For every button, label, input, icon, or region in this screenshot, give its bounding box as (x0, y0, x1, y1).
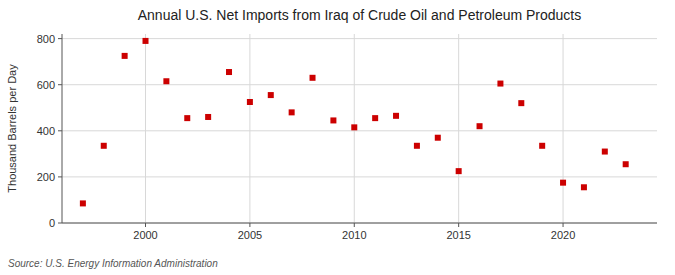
x-tick-label: 2020 (551, 229, 575, 241)
y-grid-line (62, 223, 657, 224)
point (80, 200, 86, 206)
points (80, 38, 629, 206)
point (163, 78, 169, 84)
x-tick (145, 223, 146, 227)
point (330, 117, 336, 123)
y-axis-line (62, 34, 63, 223)
y-tick-label: 400 (37, 125, 55, 137)
y-grid-line (62, 84, 657, 85)
y-tick-label: 600 (37, 79, 55, 91)
x-tick-label: 2010 (342, 229, 366, 241)
x-axis-line (62, 223, 657, 224)
point (205, 114, 211, 120)
point (456, 168, 462, 174)
x-tick-label: 2000 (133, 229, 157, 241)
y-tick (58, 38, 62, 39)
x-grid-line (145, 34, 146, 223)
point (581, 184, 587, 190)
point (289, 109, 295, 115)
point (268, 92, 274, 98)
point (602, 149, 608, 155)
x-tick (354, 223, 355, 227)
title: Annual U.S. Net Imports from Iraq of Cru… (138, 7, 582, 23)
point (623, 161, 629, 167)
point (477, 123, 483, 129)
x-grid-line (563, 34, 564, 223)
x-tick (249, 223, 250, 227)
point (539, 143, 545, 149)
x-grid-line (249, 34, 250, 223)
y-tick (58, 130, 62, 131)
grid (62, 34, 657, 223)
point (414, 143, 420, 149)
y-tick (58, 176, 62, 177)
point (122, 53, 128, 59)
y-tick-label: 800 (37, 33, 55, 45)
point (372, 115, 378, 121)
point (247, 99, 253, 105)
y-grid-line (62, 38, 657, 39)
y-tick (58, 223, 62, 224)
point (435, 135, 441, 141)
point (101, 143, 107, 149)
x-tick (563, 223, 564, 227)
point (393, 113, 399, 119)
x-grid-line (458, 34, 459, 223)
point (497, 81, 503, 87)
y-tick (58, 84, 62, 85)
y-tick-label: 200 (37, 171, 55, 183)
y-grid-line (62, 130, 657, 131)
chart: 2000 2005 2010 2015 2020 0 200 400 600 800 Annual … (0, 0, 675, 275)
point (143, 38, 149, 44)
x-tick (458, 223, 459, 227)
point (351, 124, 357, 130)
x-tick-label: 2005 (238, 229, 262, 241)
x-tick-label: 2015 (446, 229, 470, 241)
point (560, 180, 566, 186)
point (184, 115, 190, 121)
point (310, 75, 316, 81)
y-tick-label: 0 (49, 217, 55, 229)
y-grid-line (62, 176, 657, 177)
point (518, 100, 524, 106)
point (226, 69, 232, 75)
source-note: Source: U.S. Energy Information Administ… (8, 258, 218, 269)
y-axis-label: Thousand Barrels per Day (6, 64, 18, 193)
